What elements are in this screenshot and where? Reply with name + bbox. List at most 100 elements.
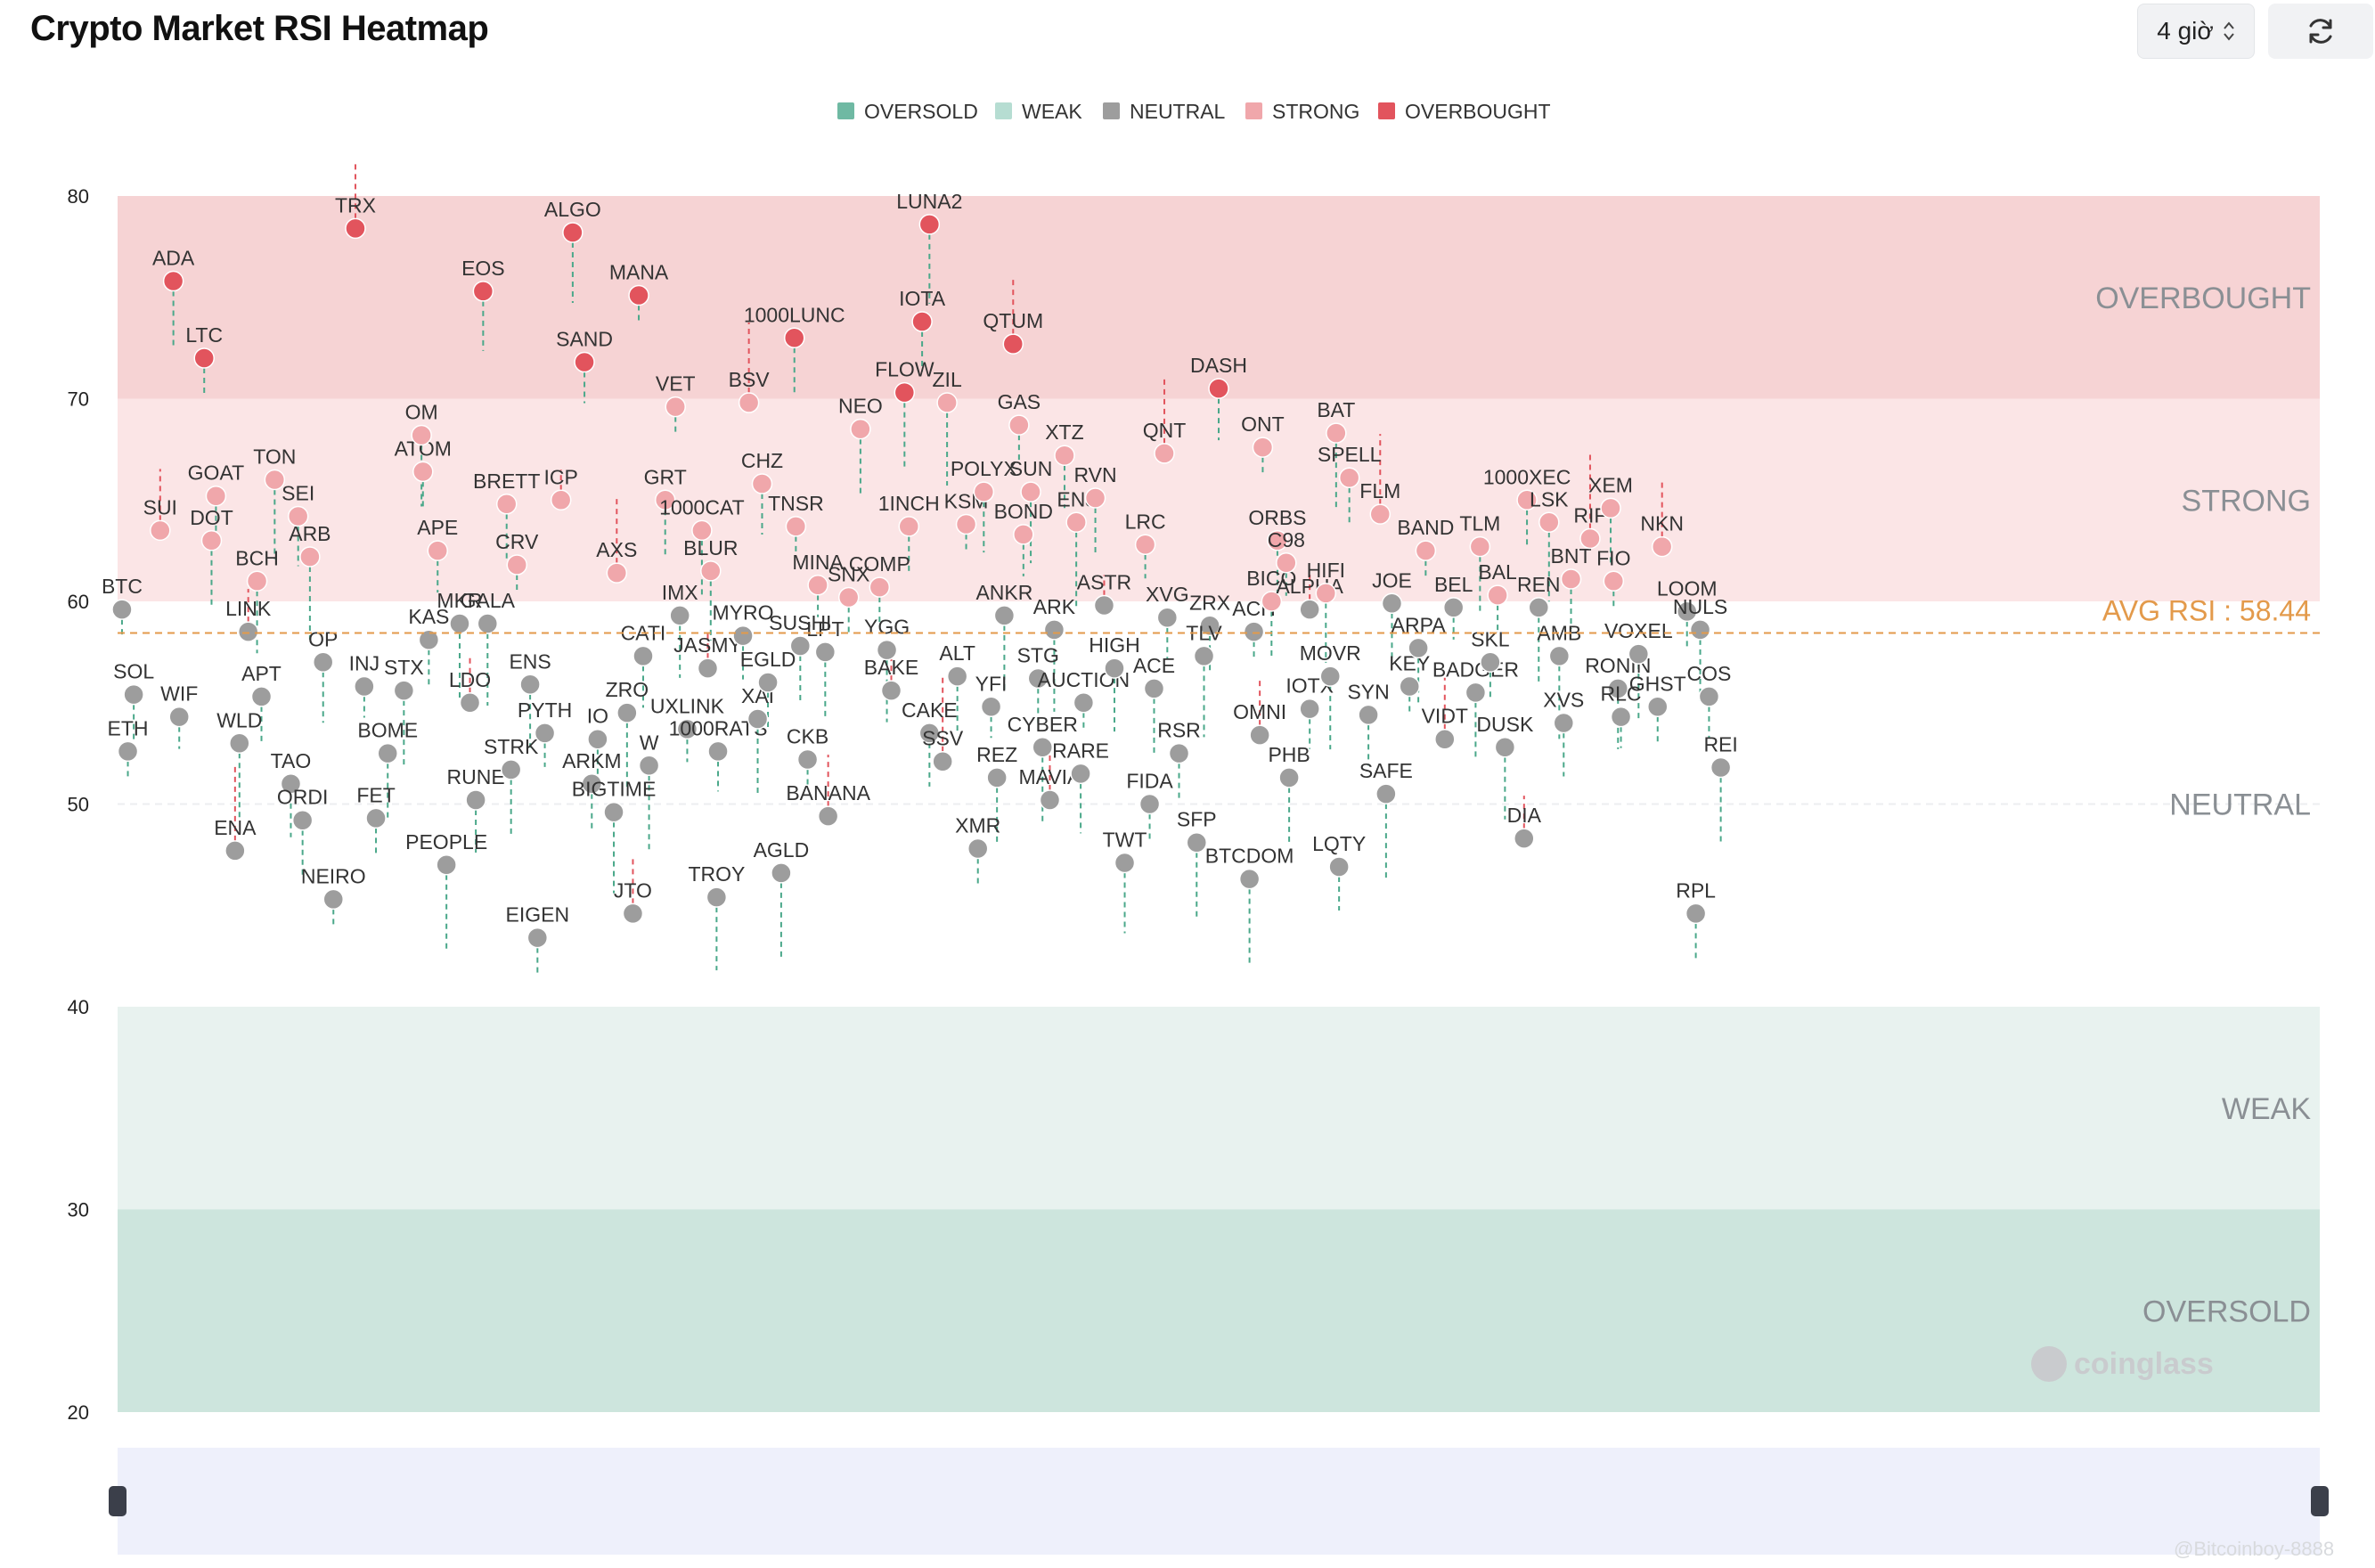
rsi-point-omni[interactable]: OMNI: [1233, 700, 1286, 746]
rsi-point-sand[interactable]: SAND: [556, 328, 613, 373]
rsi-dot[interactable]: [814, 641, 837, 663]
rsi-dot[interactable]: [229, 732, 250, 754]
rsi-dot[interactable]: [918, 214, 941, 235]
rsi-dot[interactable]: [1647, 696, 1669, 718]
rsi-dot[interactable]: [472, 281, 494, 302]
rsi-dot[interactable]: [665, 396, 686, 418]
rsi-point-twt[interactable]: TWT: [1103, 828, 1147, 874]
rsi-point-ace[interactable]: ACE: [1133, 654, 1175, 699]
rsi-point-voxel[interactable]: VOXEL: [1604, 619, 1673, 665]
rsi-dot[interactable]: [1560, 568, 1582, 590]
rsi-dot[interactable]: [1299, 698, 1320, 720]
rsi-point-1000rats[interactable]: 1000RATS: [669, 716, 768, 763]
rsi-dot[interactable]: [918, 723, 941, 744]
rsi-dot[interactable]: [691, 519, 713, 542]
rsi-dot[interactable]: [411, 424, 432, 446]
rsi-dot[interactable]: [291, 809, 314, 831]
rsi-dot[interactable]: [747, 708, 769, 730]
rsi-point-rpl[interactable]: RPL: [1676, 878, 1716, 925]
rsi-point-sol[interactable]: SOL: [113, 660, 154, 706]
rsi-dot[interactable]: [1548, 645, 1571, 667]
rsi-dot[interactable]: [783, 327, 805, 348]
rsi-dot[interactable]: [1442, 597, 1465, 618]
rsi-point-mana[interactable]: MANA: [609, 260, 669, 306]
rsi-dot[interactable]: [1651, 535, 1673, 558]
rsi-point-rvn[interactable]: RVN: [1073, 463, 1117, 509]
rsi-dot[interactable]: [932, 750, 953, 772]
rsi-point-goat[interactable]: GOAT: [188, 461, 244, 507]
rsi-point-rare[interactable]: RARE: [1052, 739, 1109, 785]
rsi-point-sun[interactable]: SUN: [1009, 457, 1053, 502]
rsi-point-sfp[interactable]: SFP: [1177, 808, 1217, 853]
rsi-dot[interactable]: [237, 621, 259, 642]
rsi-point-mina[interactable]: MINA: [792, 551, 845, 596]
rsi-point-arkm[interactable]: ARKM: [562, 749, 622, 795]
rsi-dot[interactable]: [638, 755, 660, 777]
rsi-dot[interactable]: [1199, 615, 1220, 637]
rsi-point-bel[interactable]: BEL: [1434, 573, 1473, 618]
rsi-dot[interactable]: [894, 381, 916, 404]
rsi-point-yfi[interactable]: YFI: [975, 672, 1008, 718]
scroller-handle-right[interactable]: [2311, 1486, 2329, 1516]
rsi-dot[interactable]: [500, 759, 522, 780]
rsi-dot[interactable]: [936, 392, 958, 413]
rsi-point-people[interactable]: PEOPLE: [405, 830, 487, 876]
rsi-point-io[interactable]: IO: [587, 705, 608, 750]
rsi-point-phb[interactable]: PHB: [1268, 743, 1310, 788]
rsi-dot[interactable]: [898, 516, 920, 537]
rsi-dot[interactable]: [193, 347, 215, 369]
rsi-point-qnt[interactable]: QNT: [1143, 419, 1187, 464]
rsi-point-icp[interactable]: ICP: [544, 465, 578, 510]
rsi-point-ordi[interactable]: ORDI: [277, 786, 329, 831]
rsi-point-1000lunc[interactable]: 1000LUNC: [744, 303, 845, 348]
rsi-dot[interactable]: [1002, 333, 1024, 355]
rsi-dot[interactable]: [1252, 437, 1274, 458]
rsi-point-eos[interactable]: EOS: [461, 257, 505, 302]
rsi-point-mkr[interactable]: MKR: [437, 589, 483, 634]
rsi-point-sushi[interactable]: SUSHI: [769, 611, 831, 657]
rsi-point-nuls[interactable]: NULS: [1673, 595, 1727, 641]
rsi-dot[interactable]: [1689, 619, 1711, 641]
rsi-point-bch[interactable]: BCH: [235, 546, 279, 592]
rsi-point-algo[interactable]: ALGO: [544, 198, 601, 243]
rsi-point-rune[interactable]: RUNE: [447, 765, 505, 811]
rsi-point-snx[interactable]: SNX: [828, 562, 869, 608]
rsi-point-ena[interactable]: ENA: [214, 816, 257, 862]
rsi-point-qtum[interactable]: QTUM: [983, 309, 1043, 355]
rsi-dot[interactable]: [1114, 852, 1136, 874]
rsi-dot[interactable]: [616, 702, 638, 723]
rsi-dot[interactable]: [1494, 737, 1516, 758]
rsi-point-agld[interactable]: AGLD: [754, 838, 810, 884]
rsi-point-lsk[interactable]: LSK: [1530, 487, 1569, 534]
rsi-dot[interactable]: [354, 675, 375, 698]
rsi-dot[interactable]: [1013, 524, 1034, 545]
rsi-point-myro[interactable]: MYRO: [713, 601, 774, 647]
rsi-dot[interactable]: [224, 840, 246, 862]
rsi-dot[interactable]: [168, 706, 190, 728]
rsi-point-loom[interactable]: LOOM: [1657, 576, 1718, 623]
rsi-point-stx[interactable]: STX: [384, 656, 424, 701]
rsi-dot[interactable]: [581, 773, 603, 795]
rsi-dot[interactable]: [1278, 767, 1300, 788]
rsi-point-chz[interactable]: CHZ: [741, 449, 783, 494]
rsi-dot[interactable]: [880, 680, 902, 701]
rsi-point-bat[interactable]: BAT: [1317, 398, 1355, 444]
rsi-point-apt[interactable]: APT: [241, 662, 282, 707]
rsi-dot[interactable]: [1553, 712, 1575, 734]
rsi-dot[interactable]: [1698, 686, 1720, 707]
rsi-point-ldo[interactable]: LDO: [449, 668, 491, 714]
rsi-point-uxlink[interactable]: UXLINK: [650, 694, 725, 740]
rsi-point-1000cat[interactable]: 1000CAT: [659, 495, 745, 542]
rsi-dot[interactable]: [751, 473, 773, 494]
rsi-dot[interactable]: [732, 625, 754, 647]
rsi-point-axs[interactable]: AXS: [596, 538, 637, 584]
rsi-dot[interactable]: [603, 801, 624, 823]
rsi-point-tlm[interactable]: TLM: [1459, 512, 1500, 558]
rsi-point-high[interactable]: HIGH: [1089, 633, 1140, 679]
rsi-dot[interactable]: [1070, 763, 1091, 785]
rsi-point-fet[interactable]: FET: [356, 783, 396, 829]
rsi-dot[interactable]: [280, 773, 302, 795]
rsi-dot[interactable]: [1276, 552, 1297, 574]
rsi-point-op[interactable]: OP: [308, 627, 338, 673]
rsi-point-dot[interactable]: DOT: [190, 506, 233, 551]
